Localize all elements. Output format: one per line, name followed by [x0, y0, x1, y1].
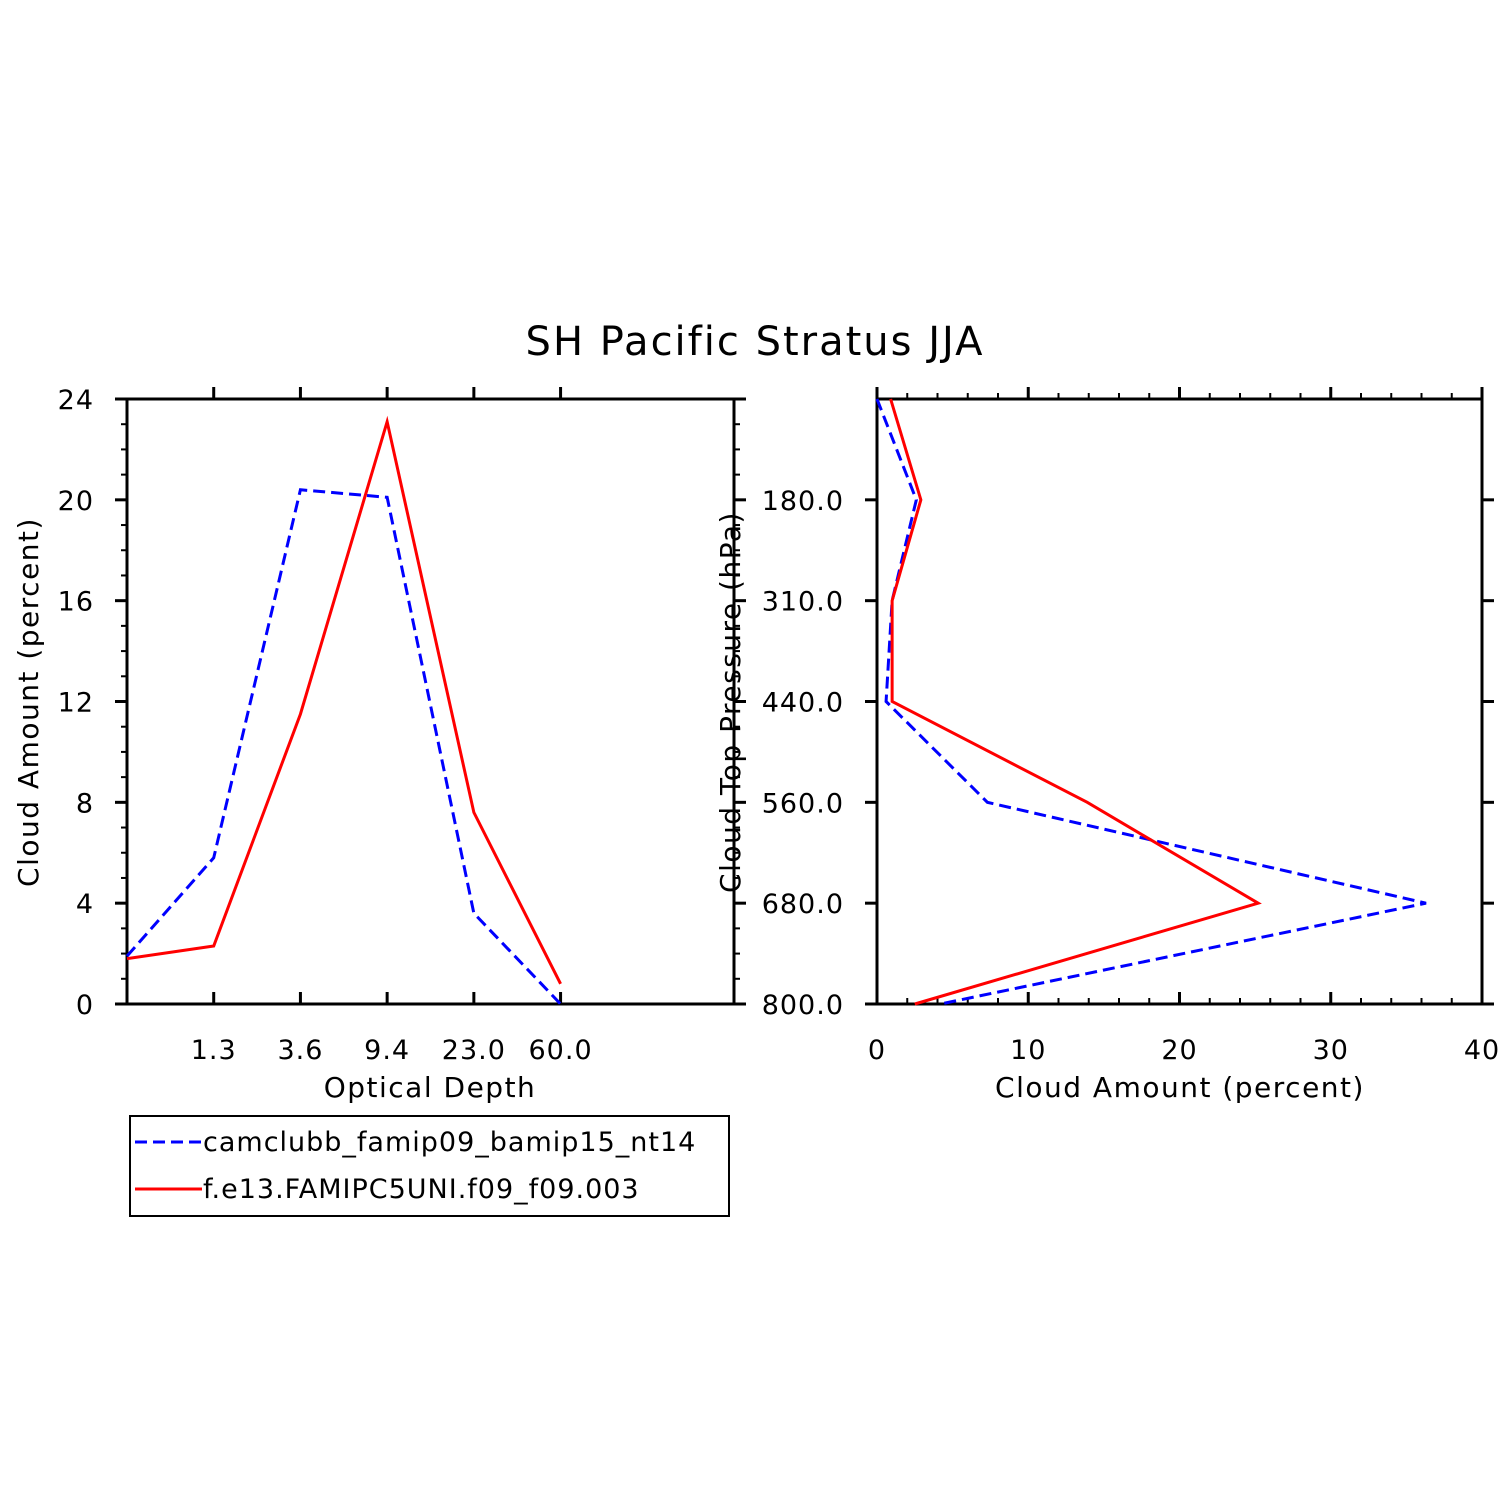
x-tick-label: 3.6 [277, 1035, 323, 1066]
y-tick-label: 560.0 [762, 788, 844, 819]
x-tick-label: 60.0 [529, 1035, 593, 1066]
legend-box [129, 1115, 730, 1217]
y-tick-label: 440.0 [762, 688, 844, 719]
left-series-line-1 [126, 415, 562, 985]
y-tick-label: 800.0 [762, 990, 844, 1021]
y-tick-label: 12 [58, 688, 94, 719]
x-tick-label: 0 [868, 1035, 886, 1066]
optical-depth-panel: 1.3 3.6 9.4 23.0 60.0 0 4 8 12 16 20 24 Optical Dep… [12, 385, 746, 1104]
x-tick-label: 23.0 [442, 1035, 506, 1066]
x-tick-label: 10 [1010, 1035, 1046, 1066]
y-tick-label: 0 [76, 990, 94, 1021]
x-tick-label: 40 [1464, 1035, 1500, 1066]
right-series-line-0 [875, 398, 1427, 1006]
y-tick-label: 20 [58, 486, 94, 517]
left-x-axis-label: Optical Depth [324, 1071, 537, 1104]
chart-title: SH Pacific Stratus JJA [526, 319, 985, 365]
pressure-panel: 0 10 20 30 40180.0310.0440.0560.0680.0800.0 … [714, 387, 1500, 1104]
x-tick-label: 20 [1161, 1035, 1197, 1066]
x-tick-label: 1.3 [191, 1035, 237, 1066]
right-plot-frame [875, 397, 1484, 1006]
left-y-axis-label: Cloud Amount (percent) [12, 517, 45, 887]
y-tick-label: 4 [76, 889, 94, 920]
right-series [875, 398, 1427, 1006]
x-tick-label: 9.4 [364, 1035, 410, 1066]
x-tick-label: 30 [1313, 1035, 1349, 1066]
y-tick-label: 24 [58, 385, 94, 416]
left-ticks: 1.3 3.6 9.4 23.0 60.0 0 4 8 12 16 20 24 [58, 385, 746, 1066]
right-y-axis-label: Cloud Top Pressure (hPa) [714, 511, 747, 893]
y-tick-label: 310.0 [762, 587, 844, 618]
legend-label-camclubb: camclubb_famip09_bamip15_nt14 [203, 1127, 696, 1158]
y-tick-label: 680.0 [762, 889, 844, 920]
legend: camclubb_famip09_bamip15_nt14 f.e13.FAMI… [129, 1115, 730, 1217]
right-series-line-1 [889, 398, 1262, 1006]
left-series [125, 415, 562, 1006]
right-x-axis-label: Cloud Amount (percent) [995, 1071, 1365, 1104]
y-tick-label: 180.0 [762, 486, 844, 517]
legend-label-fe13: f.e13.FAMIPC5UNI.f09_f09.003 [203, 1174, 640, 1205]
left-series-line-0 [125, 488, 562, 1006]
y-tick-label: 16 [58, 587, 94, 618]
right-ticks: 0 10 20 30 40 180.0 310.0 440.0 560.0 680.0 800.0 [762, 387, 1500, 1066]
y-tick-label: 8 [76, 788, 94, 819]
left-plot-frame [125, 397, 736, 1006]
